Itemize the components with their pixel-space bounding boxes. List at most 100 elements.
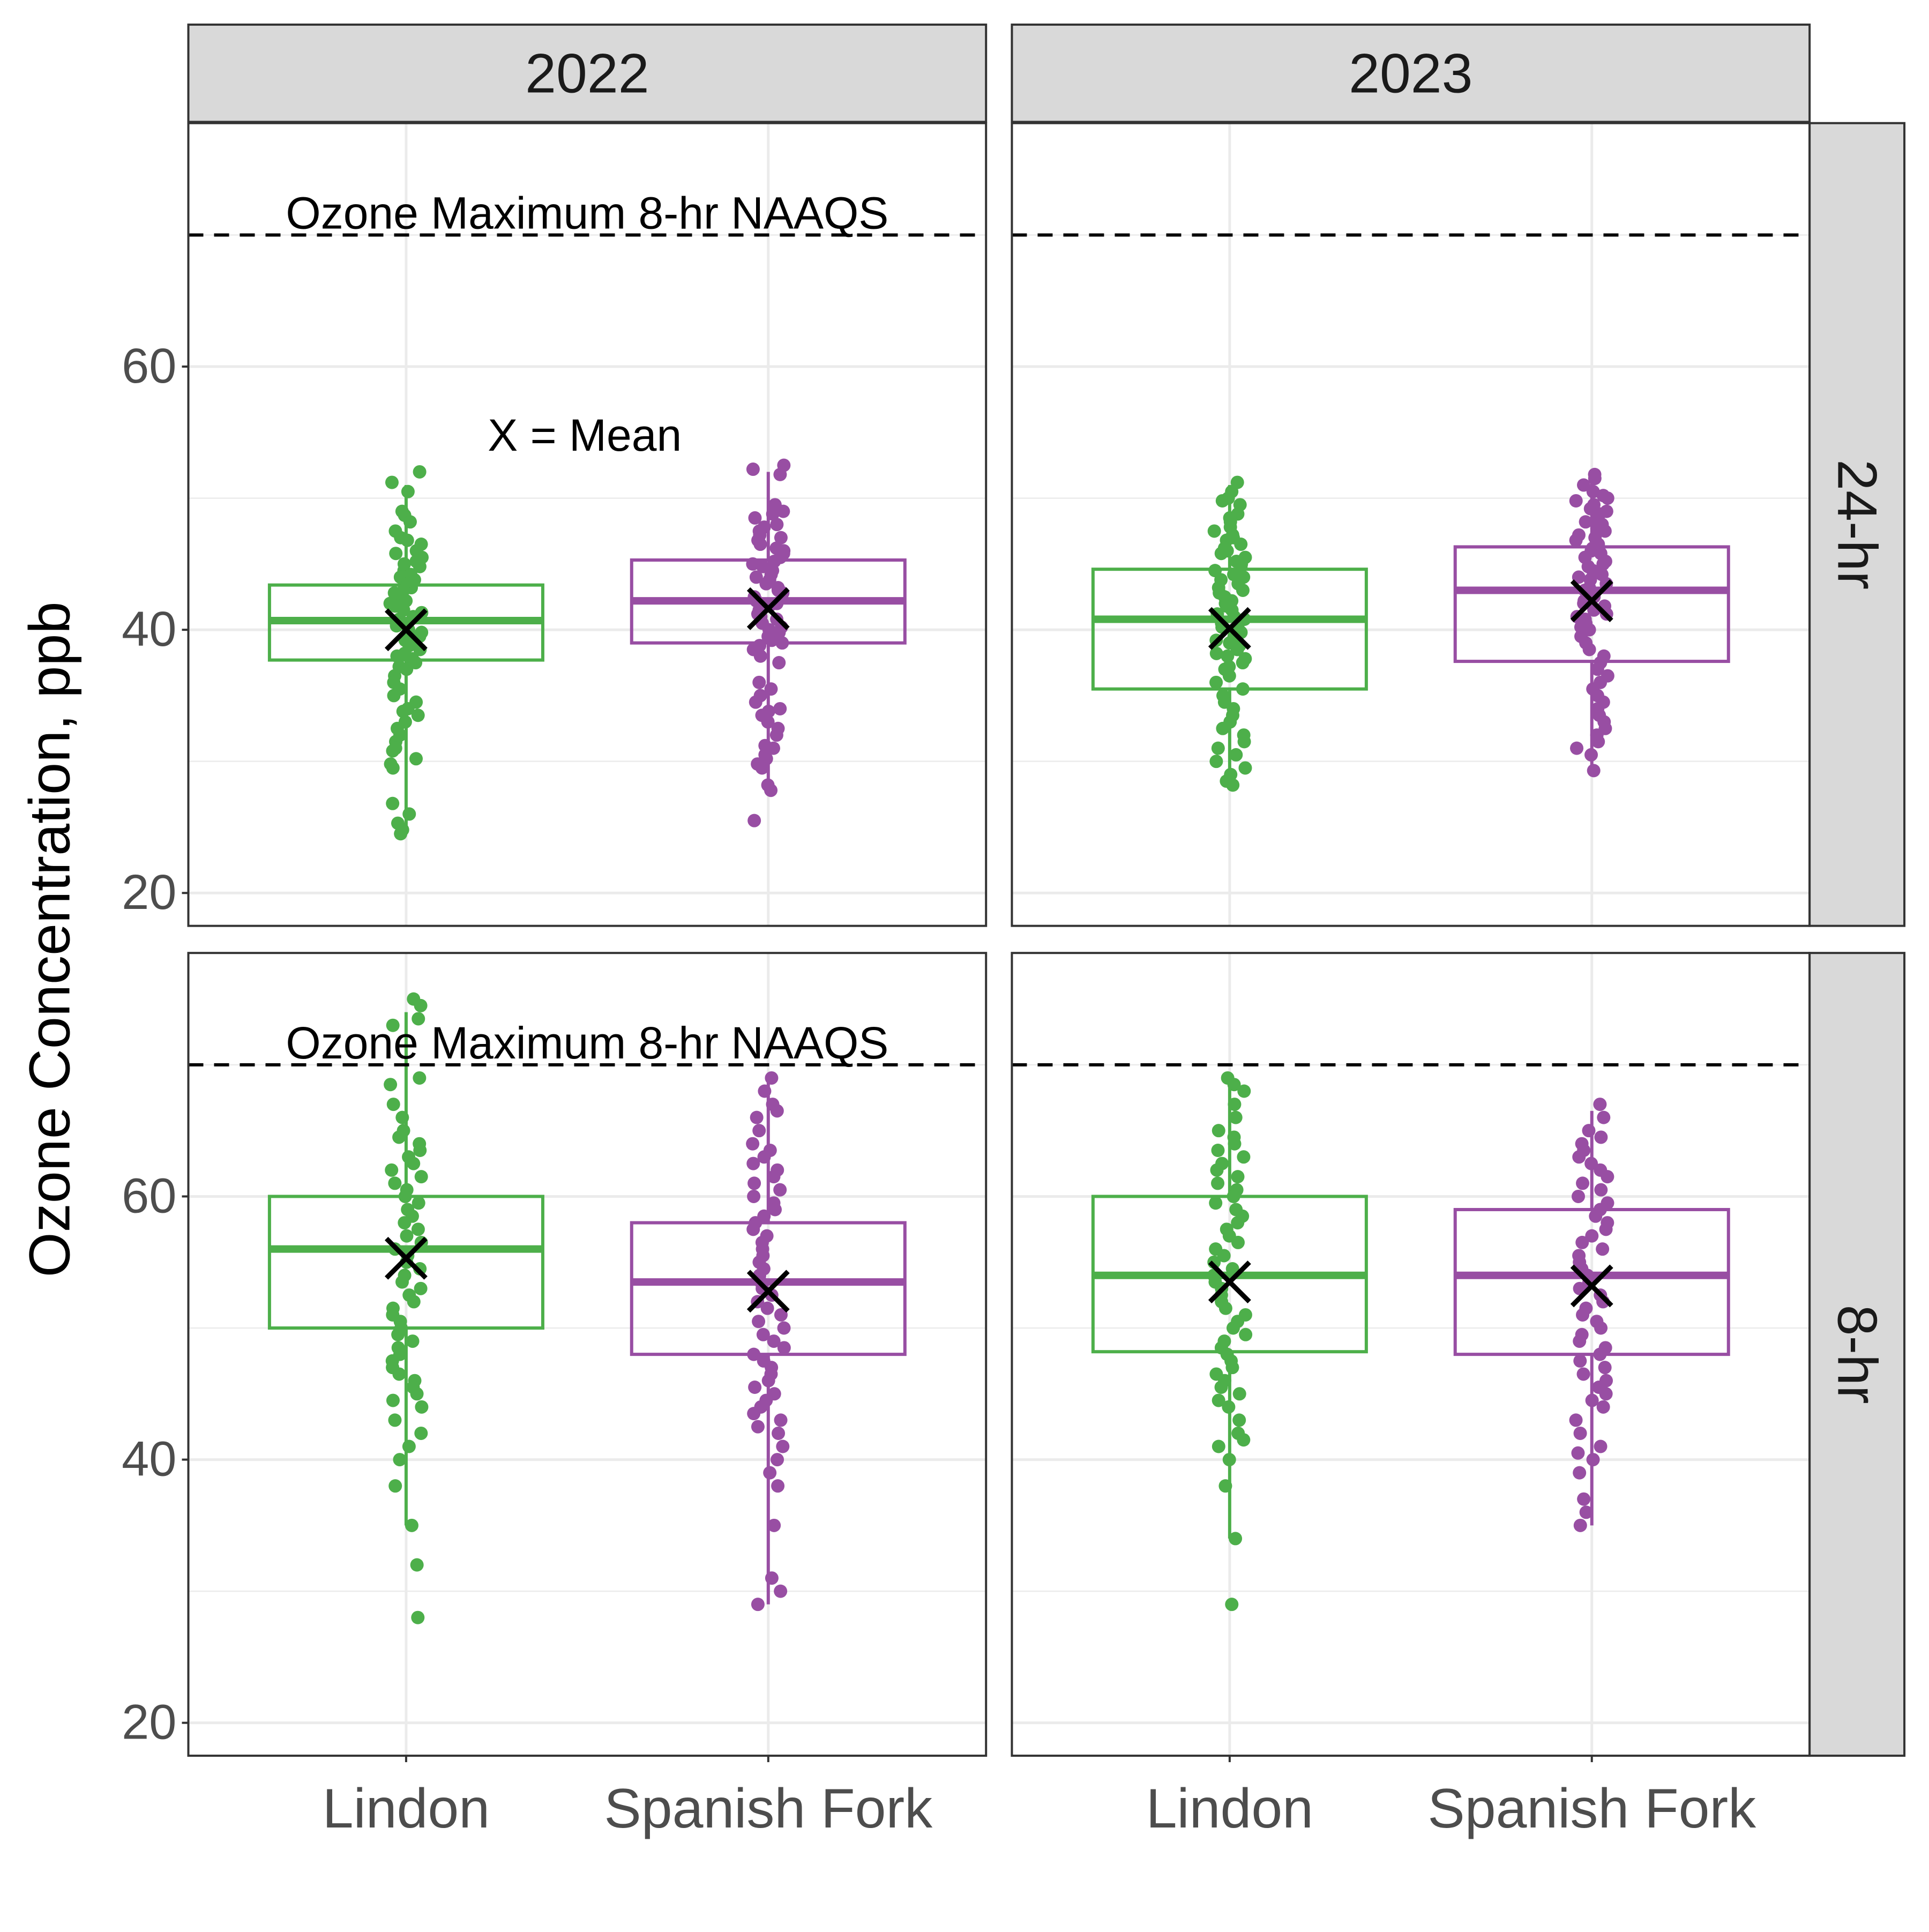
data-point bbox=[748, 1381, 762, 1394]
data-point bbox=[411, 1610, 425, 1624]
data-point bbox=[775, 636, 789, 650]
row-strip-label: 8-hr bbox=[1826, 1305, 1888, 1404]
data-point bbox=[774, 1413, 788, 1427]
data-point bbox=[1207, 524, 1221, 538]
data-point bbox=[400, 1229, 414, 1243]
mean-marker-stroke bbox=[1208, 607, 1251, 650]
data-point bbox=[392, 1130, 406, 1144]
data-point bbox=[746, 1137, 760, 1151]
data-point bbox=[1601, 491, 1614, 505]
data-point bbox=[755, 761, 769, 775]
data-point bbox=[752, 1315, 766, 1329]
data-point bbox=[1596, 557, 1610, 571]
data-point bbox=[1576, 1176, 1590, 1190]
x-tick-label: Spanish Fork bbox=[604, 1778, 933, 1840]
data-point bbox=[1594, 1321, 1608, 1335]
data-point bbox=[771, 1479, 785, 1493]
row-strip bbox=[1808, 952, 1906, 1757]
data-point bbox=[1573, 1354, 1587, 1368]
data-point bbox=[1216, 721, 1230, 735]
data-point bbox=[1598, 524, 1612, 538]
data-point bbox=[1587, 764, 1601, 778]
mean-marker-stroke bbox=[746, 587, 790, 630]
panel-border bbox=[187, 952, 988, 1757]
data-point bbox=[1586, 484, 1600, 498]
data-point bbox=[1572, 1189, 1586, 1203]
data-point bbox=[396, 704, 410, 718]
data-point bbox=[1214, 1381, 1228, 1394]
data-point bbox=[756, 1327, 770, 1341]
row-strip bbox=[1808, 122, 1906, 927]
data-point bbox=[386, 761, 400, 775]
data-point bbox=[412, 1196, 425, 1210]
data-point bbox=[384, 1078, 398, 1092]
data-point bbox=[1590, 662, 1604, 676]
data-point bbox=[746, 463, 760, 476]
data-point bbox=[402, 1439, 416, 1453]
data-point bbox=[747, 1407, 761, 1421]
data-point bbox=[1226, 1321, 1240, 1335]
data-point bbox=[771, 1453, 784, 1467]
data-point bbox=[746, 1157, 760, 1170]
mean-note: X = Mean bbox=[488, 410, 682, 460]
data-point bbox=[774, 1308, 788, 1322]
data-point bbox=[401, 484, 415, 498]
x-tick-label: Spanish Fork bbox=[1427, 1778, 1756, 1840]
data-point bbox=[752, 1124, 766, 1138]
data-point bbox=[1232, 1387, 1246, 1401]
data-point bbox=[402, 807, 416, 821]
data-point bbox=[760, 1301, 774, 1315]
data-point bbox=[1225, 1262, 1239, 1276]
x-tick-label: Lindon bbox=[323, 1778, 490, 1840]
data-point bbox=[772, 1426, 786, 1440]
data-point bbox=[774, 1584, 788, 1598]
data-point bbox=[1573, 1466, 1587, 1480]
mean-marker-stroke bbox=[384, 1236, 428, 1280]
data-point bbox=[1588, 472, 1602, 486]
data-point bbox=[1569, 1413, 1583, 1427]
data-point bbox=[1589, 1209, 1603, 1223]
data-point bbox=[768, 1203, 782, 1217]
data-point bbox=[1585, 1229, 1599, 1243]
y-tick-label: 40 bbox=[122, 602, 176, 657]
x-tick-label: Lindon bbox=[1146, 1778, 1313, 1840]
data-point bbox=[1573, 1426, 1587, 1440]
data-point bbox=[414, 1170, 428, 1184]
data-point bbox=[1596, 1242, 1610, 1256]
data-point bbox=[764, 784, 778, 797]
data-point bbox=[770, 1104, 784, 1118]
y-tick-label: 60 bbox=[122, 1168, 176, 1223]
mean-marker bbox=[1208, 607, 1251, 650]
data-point bbox=[773, 1183, 787, 1197]
mean-marker-stroke bbox=[746, 1270, 790, 1313]
data-point bbox=[414, 1426, 428, 1440]
box-iqr bbox=[1453, 1208, 1730, 1356]
data-point bbox=[1571, 1446, 1585, 1460]
panel-background bbox=[1012, 123, 1810, 926]
data-point bbox=[1237, 1433, 1251, 1447]
data-point bbox=[398, 1216, 412, 1230]
data-point bbox=[752, 675, 766, 689]
data-point bbox=[1582, 643, 1596, 657]
data-point bbox=[750, 1110, 764, 1124]
data-point bbox=[1209, 755, 1223, 769]
data-point bbox=[1579, 1505, 1593, 1519]
data-point bbox=[761, 715, 775, 729]
data-point bbox=[751, 1420, 765, 1434]
data-point bbox=[759, 577, 773, 591]
data-point bbox=[386, 744, 400, 758]
column-strip bbox=[1011, 23, 1811, 123]
column-strip-label: 2022 bbox=[525, 43, 649, 105]
data-point bbox=[1579, 515, 1592, 529]
data-point bbox=[758, 1084, 772, 1098]
data-point bbox=[1236, 656, 1250, 670]
data-point bbox=[770, 518, 784, 532]
data-point bbox=[1582, 1124, 1596, 1138]
data-point bbox=[392, 1367, 406, 1381]
y-tick-label: 60 bbox=[122, 339, 176, 393]
data-point bbox=[1217, 1249, 1231, 1263]
data-point bbox=[753, 649, 767, 663]
data-point bbox=[386, 1393, 400, 1407]
data-point bbox=[767, 1170, 781, 1184]
